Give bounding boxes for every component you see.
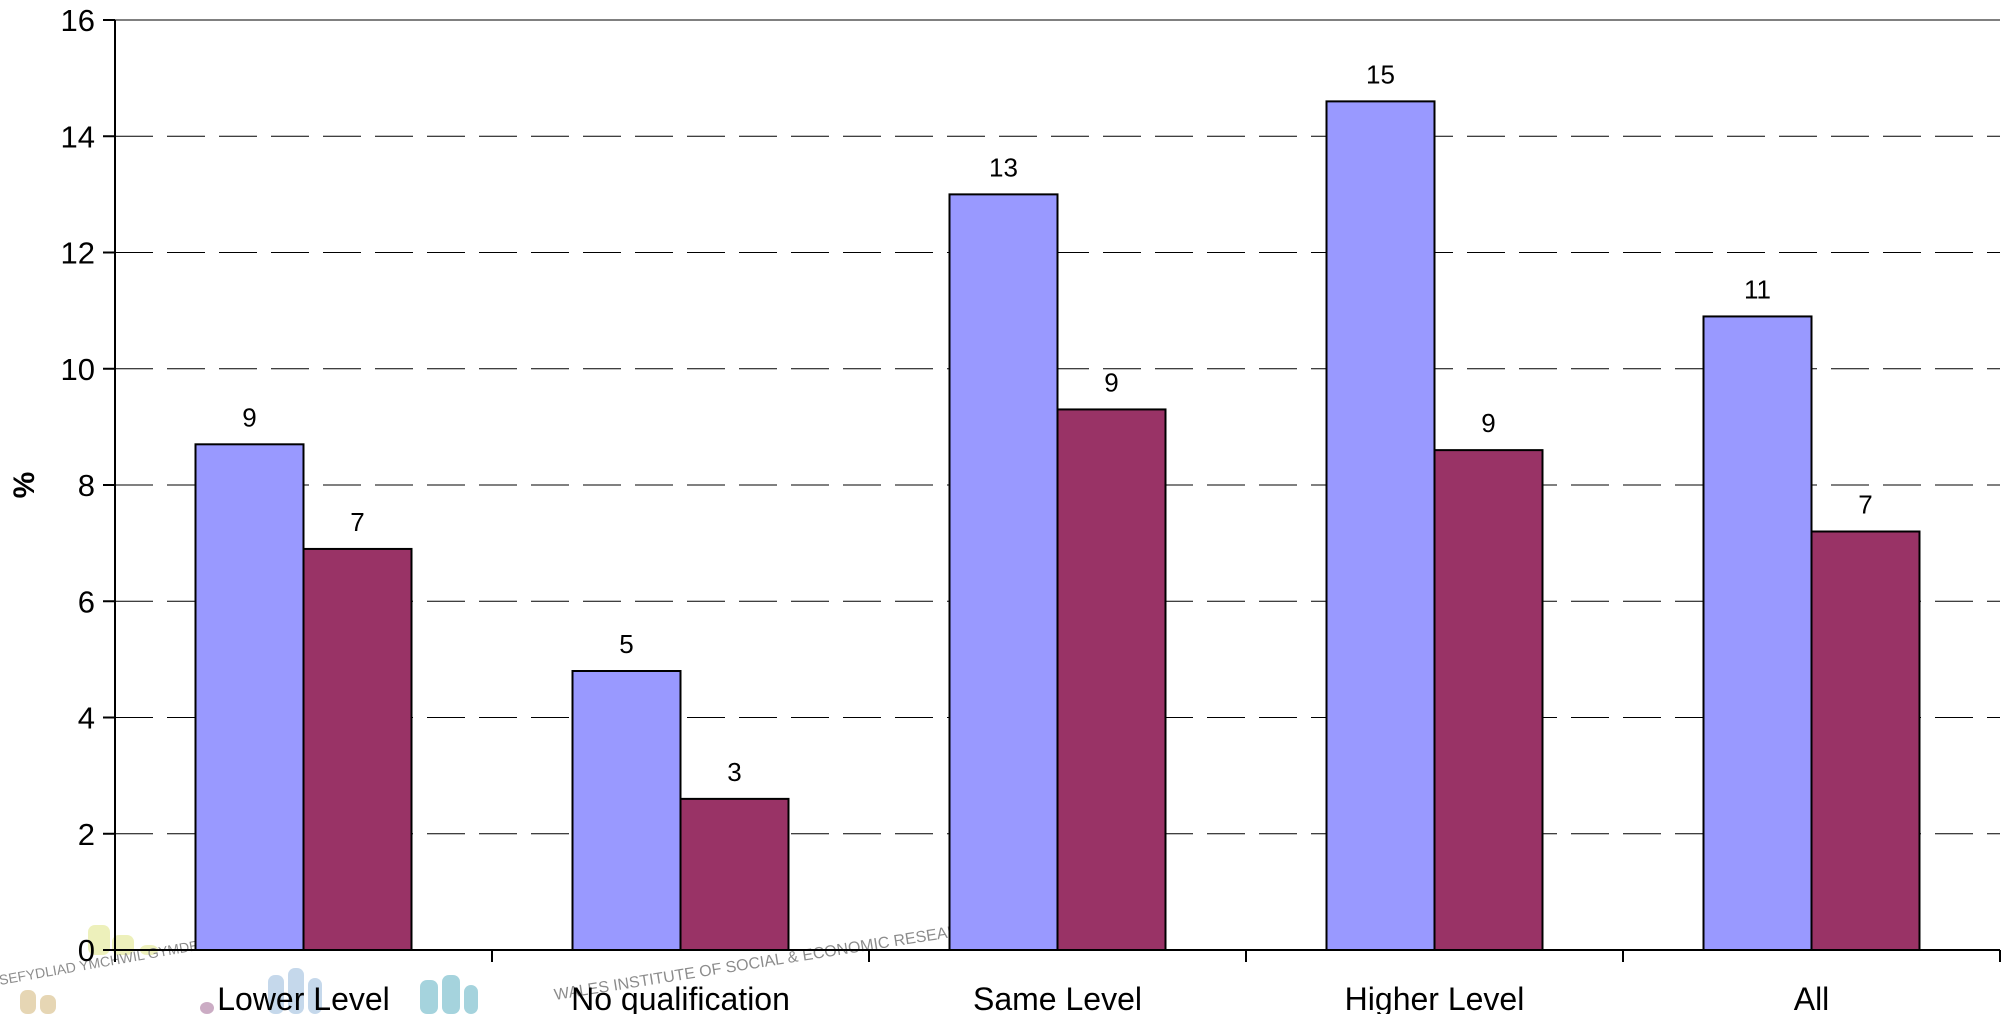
x-tick-label: Lower Level — [217, 981, 390, 1014]
data-label: 5 — [619, 629, 633, 659]
y-tick-label: 10 — [61, 352, 95, 387]
bar-same-level-s2 — [1056, 408, 1167, 951]
x-tick-label: Higher Level — [1345, 981, 1525, 1014]
data-label: 7 — [1858, 490, 1872, 520]
watermark-shape — [442, 975, 460, 1014]
watermark-shape — [268, 975, 284, 1014]
data-label: 9 — [242, 402, 256, 432]
data-label: 13 — [989, 152, 1018, 182]
bar-all-s2 — [1810, 530, 1921, 951]
y-tick-label: 16 — [61, 3, 95, 38]
x-tick-label: No qualification — [571, 981, 790, 1014]
watermark-shape — [40, 995, 56, 1014]
data-label: 9 — [1104, 367, 1118, 397]
bar-no-qualification-s2 — [679, 797, 790, 951]
bar-lower-level-s2 — [302, 547, 413, 951]
data-label: 11 — [1744, 274, 1771, 304]
data-label: 15 — [1366, 59, 1395, 89]
watermark-shape — [20, 990, 36, 1014]
y-axis-title: % — [8, 472, 41, 499]
bar-same-level-s1 — [948, 193, 1059, 951]
watermark-shape — [200, 1002, 214, 1014]
bars — [194, 100, 1921, 951]
data-label: 7 — [350, 507, 364, 537]
watermark-shape — [420, 980, 438, 1014]
x-tick-label: All — [1794, 981, 1830, 1014]
watermark-shape — [308, 978, 322, 1014]
watermark-shape — [288, 968, 304, 1014]
watermark-shape — [464, 985, 478, 1014]
bar-higher-level-s1 — [1325, 100, 1436, 951]
y-tick-label: 4 — [78, 701, 95, 736]
bar-higher-level-s2 — [1433, 449, 1544, 951]
bar-all-s1 — [1702, 315, 1813, 951]
y-tick-label: 2 — [78, 817, 95, 852]
y-tick-label: 14 — [61, 119, 95, 154]
data-label: 9 — [1481, 408, 1495, 438]
data-label: 3 — [727, 757, 741, 787]
y-tick-label: 12 — [61, 236, 95, 271]
y-tick-label: 0 — [78, 933, 95, 968]
axes — [103, 19, 2001, 962]
watermark-shape — [88, 925, 110, 955]
bar-no-qualification-s1 — [571, 670, 682, 951]
x-tick-label: Same Level — [973, 981, 1142, 1014]
y-tick-label: 6 — [78, 584, 95, 619]
labels: 9 7 Lower Level 5 3 No qualification 13 9 Same L… — [8, 3, 1873, 1017]
y-tick-label: 8 — [78, 468, 95, 503]
bar-lower-level-s1 — [194, 443, 305, 951]
